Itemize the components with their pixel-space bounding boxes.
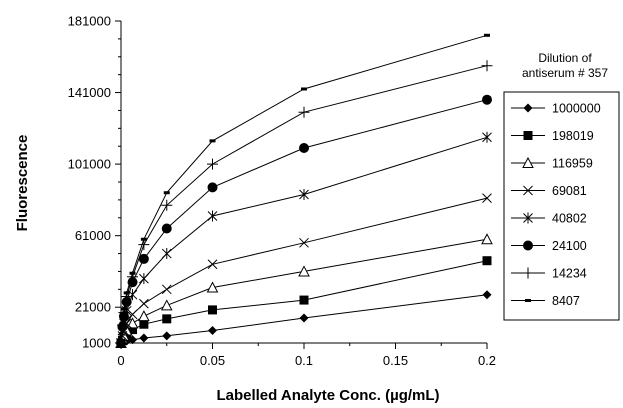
x-tick-label: 0.15 <box>383 353 408 368</box>
data-point <box>126 317 139 329</box>
y-tick-label: 181000 <box>68 14 111 29</box>
legend-marker <box>523 131 533 140</box>
data-point <box>128 325 138 335</box>
data-point <box>139 298 149 309</box>
legend-label: 69081 <box>552 184 587 198</box>
legend-marker <box>522 156 534 168</box>
y-tick-label: 141000 <box>68 85 111 100</box>
series-116959 <box>115 233 493 348</box>
data-point <box>162 331 172 341</box>
data-point <box>208 325 217 335</box>
legend-label: 8407 <box>552 294 580 308</box>
legend-item: 24100 <box>511 239 587 253</box>
legend-marker <box>523 103 533 113</box>
data-point <box>208 305 217 315</box>
data-point <box>207 210 218 222</box>
data-point <box>139 273 149 285</box>
axes: 1000 21000 61000 101000 141000 181000 0 0.05 0.1… <box>68 14 496 369</box>
data-point <box>482 290 492 300</box>
data-point <box>163 191 170 195</box>
data-point <box>209 139 216 143</box>
data-point <box>482 131 492 143</box>
data-point <box>481 60 493 72</box>
series-line <box>120 197 488 344</box>
series-24100 <box>116 94 492 348</box>
data-point <box>139 319 149 329</box>
legend-marker <box>523 185 533 196</box>
legend-marker <box>522 267 534 279</box>
data-point <box>140 237 147 241</box>
series-14234 <box>115 60 493 349</box>
data-point <box>160 299 173 311</box>
data-point <box>127 309 138 320</box>
legend-label: 40802 <box>552 212 587 226</box>
y-tick-label: 1000 <box>82 336 111 351</box>
data-point <box>299 313 309 323</box>
data-point <box>162 314 172 324</box>
data-point <box>138 239 150 251</box>
data-point <box>484 33 490 37</box>
data-point <box>138 310 150 322</box>
x-tick-label: 0.1 <box>295 353 313 368</box>
legend-label: 24100 <box>552 239 587 253</box>
plot-area <box>115 33 493 349</box>
series-line <box>120 238 488 344</box>
data-point <box>138 253 149 264</box>
legend-marker <box>523 212 533 224</box>
y-tick-label: 61000 <box>75 228 111 243</box>
legend-item: 1000000 <box>511 102 601 116</box>
data-point <box>301 87 307 91</box>
legend-box <box>503 91 620 321</box>
legend-marker <box>523 240 533 251</box>
legend-label: 198019 <box>552 129 594 143</box>
data-point <box>482 256 492 266</box>
data-point <box>119 321 126 325</box>
data-point <box>299 143 309 154</box>
data-point <box>207 158 218 170</box>
legend-title-line: Dilution of <box>538 51 592 65</box>
data-point <box>207 182 218 193</box>
data-point <box>481 233 493 245</box>
legend-label: 116959 <box>552 157 593 171</box>
x-axis-title: Labelled Analyte Conc. (µg/mL) <box>216 387 439 404</box>
data-point <box>207 259 218 270</box>
legend-item: 198019 <box>511 129 594 143</box>
series-line <box>120 99 488 344</box>
legend-item: 8407 <box>511 294 580 308</box>
series-line <box>120 136 488 344</box>
data-point <box>299 295 309 305</box>
legend-item: 40802 <box>511 212 587 226</box>
data-point <box>120 307 127 311</box>
legend-title-line: antiserum # 357 <box>522 66 608 80</box>
data-point <box>299 189 309 201</box>
data-point <box>482 94 492 105</box>
series-line <box>120 34 488 344</box>
legend-label: 14234 <box>552 267 587 281</box>
y-axis-title: Fluorescence <box>14 135 31 232</box>
y-tick-label: 101000 <box>68 157 111 172</box>
data-point <box>482 193 492 203</box>
legend-label: 1000000 <box>552 102 601 116</box>
data-point <box>206 281 219 293</box>
legend-item: 14234 <box>511 267 587 281</box>
x-tick-label: 0.2 <box>478 353 496 368</box>
data-point <box>139 333 149 343</box>
legend-item: 116959 <box>511 157 593 171</box>
data-point <box>299 237 309 248</box>
data-point <box>129 271 136 275</box>
data-point <box>161 199 173 211</box>
data-point <box>161 223 172 234</box>
x-tick-label: 0 <box>117 353 124 368</box>
x-tick-label: 0.05 <box>200 353 225 368</box>
data-point <box>161 248 172 260</box>
legend-marker <box>525 299 531 302</box>
data-point <box>298 265 310 277</box>
data-point <box>161 284 172 295</box>
y-tick-label: 21000 <box>75 300 111 315</box>
data-point <box>298 106 310 118</box>
data-point <box>123 291 130 295</box>
legend-item: 69081 <box>511 184 587 198</box>
